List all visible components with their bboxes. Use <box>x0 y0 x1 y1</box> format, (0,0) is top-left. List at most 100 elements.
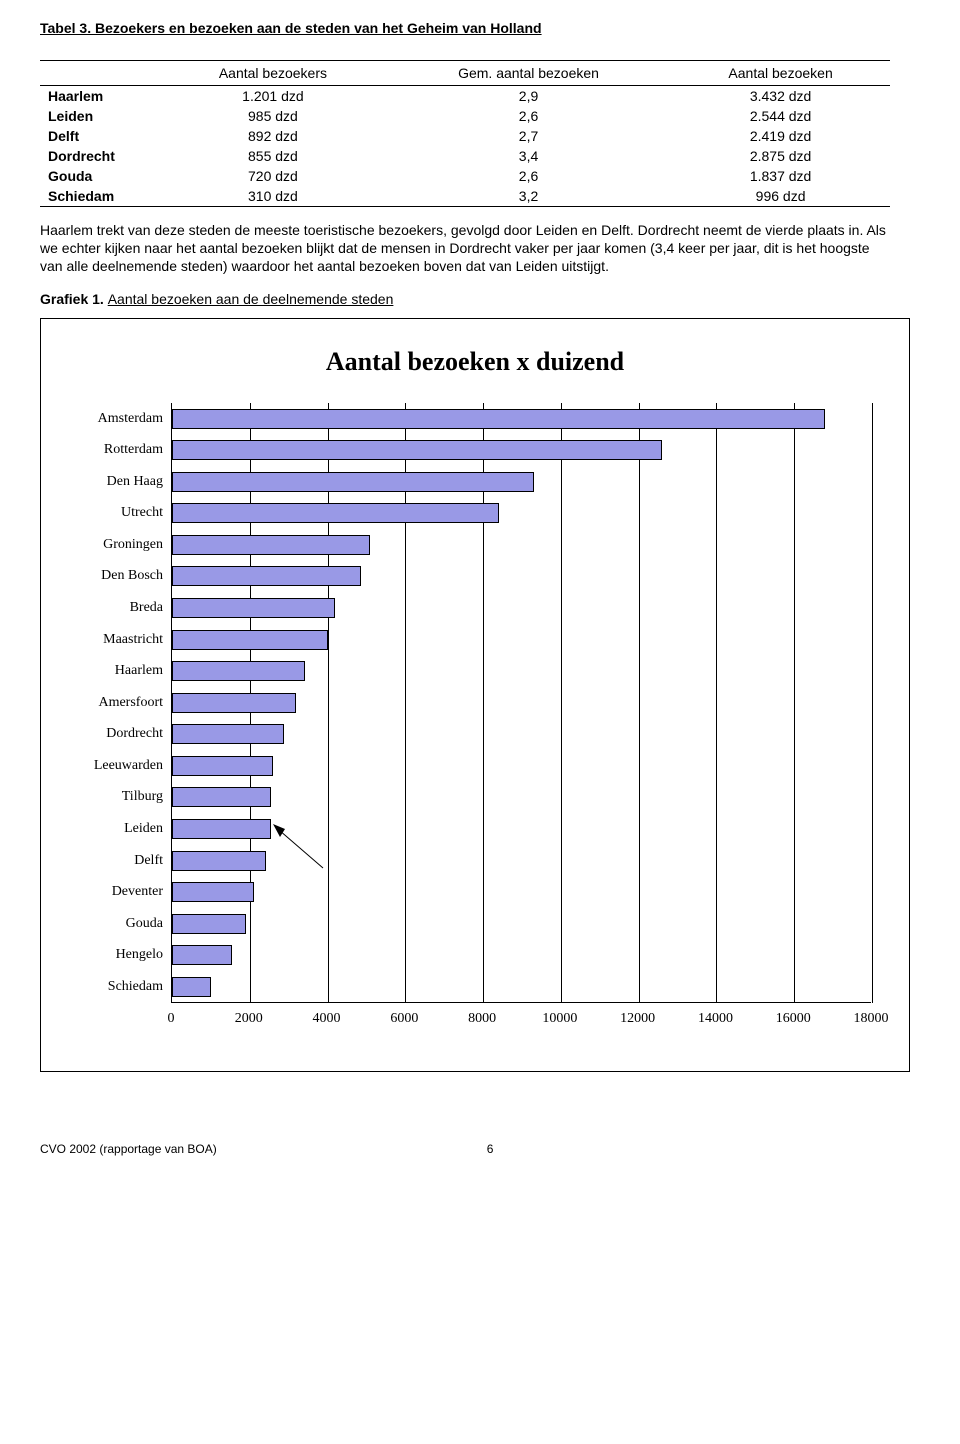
gridline <box>483 403 484 1003</box>
table-row: Haarlem1.201 dzd2,93.432 dzd <box>40 86 890 107</box>
cell: 1.837 dzd <box>671 166 890 186</box>
gridline <box>561 403 562 1003</box>
bar <box>172 851 266 871</box>
bar <box>172 440 662 460</box>
y-axis-label: Groningen <box>43 535 163 555</box>
cell: 2,9 <box>386 86 671 107</box>
cell: 310 dzd <box>160 186 386 207</box>
bar-row <box>172 598 335 618</box>
table-row: Schiedam310 dzd3,2996 dzd <box>40 186 890 207</box>
bar <box>172 503 499 523</box>
bar-row <box>172 724 284 744</box>
y-axis-label: Dordrecht <box>43 724 163 744</box>
bar <box>172 535 370 555</box>
bar-row <box>172 693 296 713</box>
y-axis-label: Delft <box>43 851 163 871</box>
bar-row <box>172 756 273 776</box>
bar <box>172 882 254 902</box>
body-paragraph: Haarlem trekt van deze steden de meeste … <box>40 221 890 276</box>
cell: 892 dzd <box>160 126 386 146</box>
chart-container: Aantal bezoeken x duizend 0 2000 4000 6000 8… <box>40 318 910 1072</box>
table-row: Dordrecht855 dzd3,42.875 dzd <box>40 146 890 166</box>
y-axis-label: Hengelo <box>43 945 163 965</box>
y-axis-label: Den Haag <box>43 472 163 492</box>
y-axis-label: Rotterdam <box>43 440 163 460</box>
bar <box>172 472 534 492</box>
col-header: Gem. aantal bezoeken <box>386 61 671 86</box>
chart-plot-area: 0200040006000800010000120001400016000180… <box>171 403 871 1053</box>
footer-page-number: 6 <box>487 1142 494 1156</box>
bar-row <box>172 409 825 429</box>
bar-row <box>172 630 328 650</box>
bar-row <box>172 566 361 586</box>
bar-row <box>172 503 499 523</box>
row-label: Delft <box>40 126 160 146</box>
bar <box>172 566 361 586</box>
gridline <box>405 403 406 1003</box>
cell: 3,4 <box>386 146 671 166</box>
x-axis-label: 16000 <box>768 1011 818 1027</box>
bar-row <box>172 882 254 902</box>
bar-row <box>172 851 266 871</box>
cell: 1.201 dzd <box>160 86 386 107</box>
col-header: Aantal bezoeken <box>671 61 890 86</box>
cell: 2.875 dzd <box>671 146 890 166</box>
x-axis-label: 2000 <box>224 1011 274 1027</box>
table-row: Delft892 dzd2,72.419 dzd <box>40 126 890 146</box>
y-axis-label: Amsterdam <box>43 409 163 429</box>
y-axis-label: Utrecht <box>43 503 163 523</box>
table-row: Leiden985 dzd2,62.544 dzd <box>40 106 890 126</box>
y-axis-label: Gouda <box>43 914 163 934</box>
chart-title: Aantal bezoeken x duizend <box>41 347 909 377</box>
y-axis-label: Deventer <box>43 882 163 902</box>
y-axis-label: Leiden <box>43 819 163 839</box>
table-title: Tabel 3. Bezoekers en bezoeken aan de st… <box>40 20 920 36</box>
x-axis-label: 14000 <box>690 1011 740 1027</box>
y-axis-label: Amersfoort <box>43 693 163 713</box>
bar-row <box>172 945 232 965</box>
chart-plot <box>171 403 871 1003</box>
y-axis-label: Schiedam <box>43 977 163 997</box>
gridline <box>716 403 717 1003</box>
cell: 985 dzd <box>160 106 386 126</box>
bar <box>172 819 271 839</box>
x-axis-label: 12000 <box>613 1011 663 1027</box>
bar-row <box>172 661 305 681</box>
bar-row <box>172 787 271 807</box>
arrow-icon <box>273 824 333 874</box>
cell: 2,7 <box>386 126 671 146</box>
bar-row <box>172 914 246 934</box>
bar-row <box>172 977 211 997</box>
bar <box>172 598 335 618</box>
bar <box>172 630 328 650</box>
bar-row <box>172 535 370 555</box>
bar <box>172 914 246 934</box>
chart-caption: Grafiek 1. Aantal bezoeken aan de deelne… <box>40 290 890 308</box>
x-axis-label: 0 <box>146 1011 196 1027</box>
table-row: Gouda720 dzd2,61.837 dzd <box>40 166 890 186</box>
y-axis-label: Tilburg <box>43 787 163 807</box>
row-label: Leiden <box>40 106 160 126</box>
y-axis-label: Den Bosch <box>43 566 163 586</box>
y-axis-label: Breda <box>43 598 163 618</box>
x-axis-label: 4000 <box>302 1011 352 1027</box>
bar <box>172 945 232 965</box>
gridline <box>794 403 795 1003</box>
bar-row <box>172 472 534 492</box>
gridline <box>872 403 873 1003</box>
cell: 996 dzd <box>671 186 890 207</box>
row-label: Gouda <box>40 166 160 186</box>
x-axis-label: 18000 <box>846 1011 896 1027</box>
footer-left: CVO 2002 (rapportage van BOA) <box>40 1142 217 1156</box>
cell: 3,2 <box>386 186 671 207</box>
bar <box>172 724 284 744</box>
y-axis-label: Leeuwarden <box>43 756 163 776</box>
bar <box>172 787 271 807</box>
cell: 2,6 <box>386 166 671 186</box>
cell: 2,6 <box>386 106 671 126</box>
y-axis-label: Haarlem <box>43 661 163 681</box>
bar <box>172 977 211 997</box>
x-axis-label: 6000 <box>379 1011 429 1027</box>
x-axis-label: 8000 <box>457 1011 507 1027</box>
cell: 720 dzd <box>160 166 386 186</box>
